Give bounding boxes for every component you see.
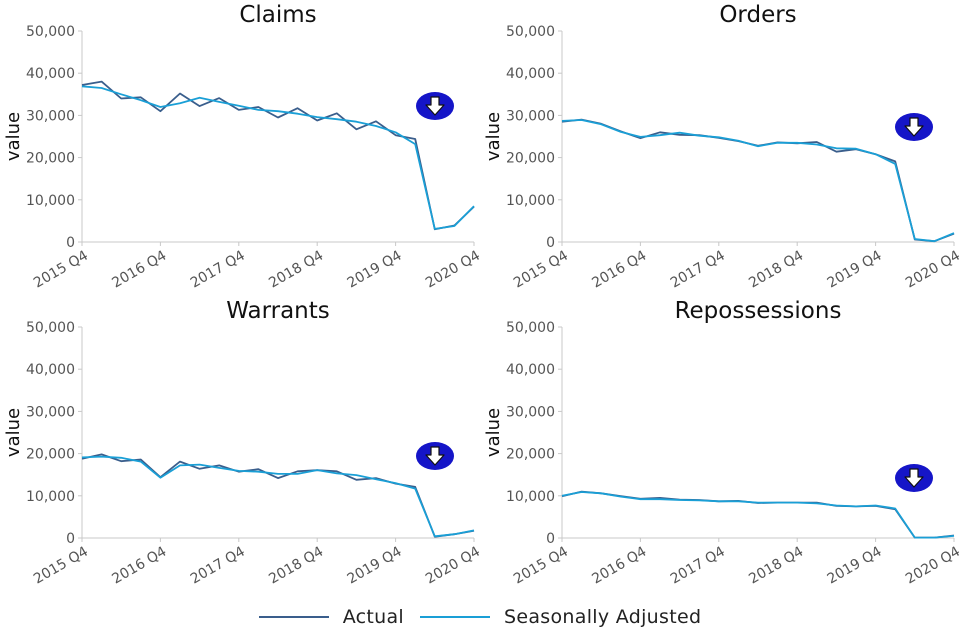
x-tick-label: 2020 Q4: [423, 248, 483, 292]
down-arrow-icon-glyph: [904, 468, 924, 488]
x-tick-label: 2018 Q4: [266, 248, 326, 292]
y-tick-label: 50,000: [506, 24, 555, 40]
series-line-actual: [561, 490, 955, 539]
x-tick-label: 2020 Q4: [423, 544, 483, 588]
down-arrow-icon: [416, 92, 454, 120]
y-tick-label: 50,000: [26, 320, 75, 336]
chart-title: Orders: [719, 2, 796, 28]
chart-panel-warrants: Warrants value 0 10,000 20,000 30,000 40,000 50…: [3, 298, 483, 587]
chart-panel-orders: Orders value 0 10,000 20,000 30,000 40,000 50,0…: [483, 2, 960, 291]
down-arrow-icon-glyph: [425, 446, 445, 466]
y-tick-label: 40,000: [26, 362, 75, 378]
chart-panel-claims: Claims value 0 10,000 20,000 30,000 40,000 50,0…: [3, 2, 483, 291]
y-tick-label: 10,000: [506, 193, 555, 209]
x-tick-label: 2020 Q4: [903, 544, 960, 588]
x-tick-label: 2017 Q4: [188, 248, 248, 292]
y-tick-label: 0: [546, 235, 555, 251]
x-tick-label: 2018 Q4: [266, 544, 326, 588]
y-tick-label: 40,000: [506, 362, 555, 378]
x-tick-label: 2019 Q4: [345, 248, 405, 292]
chart-title: Warrants: [226, 298, 330, 324]
x-tick-label: 2018 Q4: [746, 248, 806, 292]
x-tick-label: 2016 Q4: [589, 248, 649, 292]
x-tick-label: 2018 Q4: [746, 544, 806, 588]
down-arrow-icon-glyph: [904, 117, 924, 137]
x-tick-label: 2015 Q4: [511, 544, 571, 588]
series-line-actual: [81, 453, 475, 538]
y-axis-label: value: [483, 408, 504, 457]
series-line-actual: [81, 80, 475, 231]
x-tick-label: 2015 Q4: [31, 544, 91, 588]
chart-title: Repossessions: [675, 298, 842, 324]
y-tick-label: 0: [66, 531, 75, 547]
series-line-seasonally-adjusted: [561, 491, 955, 539]
y-tick-label: 50,000: [506, 320, 555, 336]
x-tick-label: 2015 Q4: [31, 248, 91, 292]
x-tick-label: 2015 Q4: [511, 248, 571, 292]
x-tick-label: 2019 Q4: [345, 544, 405, 588]
x-tick-label: 2016 Q4: [109, 544, 169, 588]
x-tick-label: 2016 Q4: [589, 544, 649, 588]
legend-item-seasonally-adjusted: Seasonally Adjusted: [420, 606, 701, 628]
chart-title: Claims: [239, 2, 316, 28]
legend-label-seasonally-adjusted: Seasonally Adjusted: [504, 606, 702, 628]
series-line-seasonally-adjusted: [81, 455, 475, 538]
down-arrow-icon-glyph: [425, 96, 445, 116]
y-axis-label: value: [3, 408, 24, 457]
y-tick-label: 10,000: [26, 489, 75, 505]
y-tick-label: 0: [546, 531, 555, 547]
y-tick-label: 30,000: [26, 108, 75, 124]
y-axis-label: value: [3, 112, 24, 161]
y-tick-label: 40,000: [506, 66, 555, 82]
x-tick-label: 2017 Q4: [188, 544, 248, 588]
y-tick-label: 30,000: [506, 404, 555, 420]
y-tick-label: 30,000: [26, 404, 75, 420]
series-line-seasonally-adjusted: [561, 119, 955, 243]
y-tick-label: 40,000: [26, 66, 75, 82]
series-line-seasonally-adjusted: [81, 85, 475, 230]
series-line-actual: [561, 118, 955, 243]
y-tick-label: 10,000: [506, 489, 555, 505]
x-tick-label: 2020 Q4: [903, 248, 960, 292]
y-tick-label: 30,000: [506, 108, 555, 124]
y-tick-label: 20,000: [26, 447, 75, 463]
y-tick-label: 50,000: [26, 24, 75, 40]
x-tick-label: 2016 Q4: [109, 248, 169, 292]
legend-label-actual: Actual: [342, 606, 405, 628]
down-arrow-icon: [895, 113, 933, 141]
y-tick-label: 20,000: [506, 447, 555, 463]
y-tick-label: 0: [66, 235, 75, 251]
down-arrow-icon: [416, 442, 454, 470]
legend-swatch-actual: [258, 616, 329, 618]
y-tick-label: 20,000: [506, 151, 555, 167]
legend-item-actual: Actual: [258, 606, 405, 628]
x-tick-label: 2017 Q4: [668, 544, 728, 588]
x-tick-label: 2019 Q4: [825, 248, 885, 292]
y-axis-label: value: [483, 112, 504, 161]
x-tick-label: 2019 Q4: [825, 544, 885, 588]
y-tick-label: 20,000: [26, 151, 75, 167]
chart-grid: Claims value 0 10,000 20,000 30,000 40,000 50,0…: [3, 2, 960, 587]
y-tick-label: 10,000: [26, 193, 75, 209]
x-tick-label: 2017 Q4: [668, 248, 728, 292]
legend-swatch-seasonally-adjusted: [420, 616, 491, 618]
chart-panel-repossessions: Repossessions value 0 10,000 20,000 30,000 40,…: [483, 298, 960, 587]
down-arrow-icon: [895, 464, 933, 492]
chart-legend: Actual Seasonally Adjusted: [0, 600, 960, 634]
